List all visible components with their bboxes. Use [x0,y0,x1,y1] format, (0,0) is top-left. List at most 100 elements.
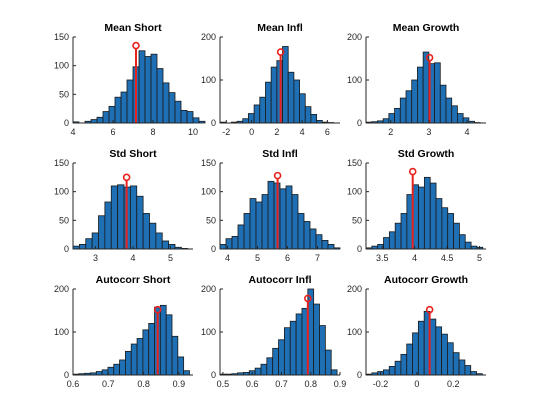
histogram-bar [464,241,472,250]
y-tick-label: 50 [59,215,69,225]
y-tick-label: 200 [347,284,362,294]
x-tick-label: 0.8 [137,379,150,389]
histogram-bar [429,318,437,376]
histogram-bar [293,79,300,124]
marker-circle [304,294,312,303]
marker-circle [273,171,282,180]
x-tick-label: 4 [130,253,135,263]
histogram-bar [260,363,268,376]
x-tick-label: 4 [412,253,417,263]
histogram-bar [434,62,441,124]
subplot-5: 0 50 100 150 3.5 4 4.5 5 Std Growth [347,148,486,263]
subplot-title: Std Short [109,148,157,160]
subplot-1: 0 100 200 -2 0 2 4 6 Mean Infl [201,22,340,137]
histogram-bar [104,201,112,250]
histogram-bar [108,105,116,124]
histogram-bar [422,51,430,124]
histogram-bar [327,244,335,250]
histogram-bar [198,120,206,124]
x-tick-label: 5 [477,253,482,263]
marker-circle [276,48,285,56]
histogram-bar [287,71,295,124]
subplot-title: Autocorr Growth [384,274,468,286]
subplot-title: Autocorr Short [96,274,171,286]
y-tick-label: 0 [64,244,69,254]
histogram-bar [412,332,419,376]
subplot-6: 0 100 200 0.6 0.7 0.8 0.9 Autocorr Short [54,274,193,389]
x-tick-label: 0.7 [275,379,288,389]
histogram-bar [464,365,472,376]
x-tick-label: -0.2 [373,379,389,389]
x-tick-label: 6 [325,127,330,137]
histogram-bar [435,198,443,250]
x-tick-label: 0.5 [217,379,230,389]
y-tick-label: 50 [352,215,362,225]
x-tick-label: 2 [274,127,279,137]
histogram-bar [219,244,227,250]
histogram-bar [138,50,146,124]
subplot-title: Std Growth [398,148,455,160]
histogram-bar [192,117,200,124]
y-tick-label: 150 [201,158,216,168]
marker-circle [153,305,162,314]
y-tick-label: 100 [54,187,69,197]
marker-circle [132,41,140,50]
y-tick-label: 0 [64,370,69,380]
marker-circle [425,305,434,314]
histogram-bar [388,113,395,124]
y-tick-label: 100 [347,327,362,337]
histogram-bar [98,215,106,250]
subplot-0: 0 50 100 150 4 6 8 10 Mean Short [54,22,206,137]
histogram-bar [261,194,269,250]
x-tick-label: -2 [222,127,230,137]
histogram-bar [283,327,291,376]
histogram-bar [125,350,132,376]
y-tick-label: 150 [347,158,362,168]
histogram-bar [447,213,454,250]
x-tick-label: 10 [188,127,198,137]
x-tick-label: 4 [300,127,305,137]
histogram-bar [142,329,150,376]
histogram-bar [243,213,251,250]
y-tick-label: 0 [64,118,69,128]
histogram-bar [101,369,109,376]
y-tick-label: 200 [54,284,69,294]
histogram-bar [270,66,278,124]
histogram-bar [168,92,176,124]
histogram-bar [110,185,119,250]
histogram-bar [394,107,401,124]
histogram-bar [405,90,413,124]
histogram-bar [95,371,103,376]
histogram-bar [439,84,447,124]
histogram-bar [435,326,443,376]
subplot-3: 0 50 100 150 3 4 5 Std Short [54,148,193,263]
histogram-bar [429,182,437,250]
histogram-bar [119,359,126,376]
histogram-bar [144,56,152,124]
histogram-bar [237,224,245,250]
x-tick-label: 0.9 [334,379,347,389]
x-tick-label: 2 [388,127,393,137]
histogram-bar [266,357,274,376]
x-tick-label: 4 [70,127,75,137]
y-tick-label: 100 [54,61,69,71]
histogram-bar [242,118,249,124]
histogram-bar [309,228,317,250]
histogram-bar [441,207,449,250]
histogram-bar [120,91,128,124]
histogram-bar [78,244,87,250]
histogram-bar [447,342,454,376]
histogram-bar [96,116,104,124]
y-tick-label: 200 [347,32,362,42]
x-tick-label: 0 [414,379,419,389]
histogram-bar [159,304,167,376]
histogram-bar [315,234,323,250]
histogram-bar [310,114,318,124]
x-tick-label: 6 [110,127,115,137]
histogram-bar [458,359,466,376]
y-tick-label: 0 [211,370,216,380]
y-tick-label: 0 [357,370,362,380]
y-tick-label: 0 [357,244,362,254]
histogram-bar [462,117,470,124]
